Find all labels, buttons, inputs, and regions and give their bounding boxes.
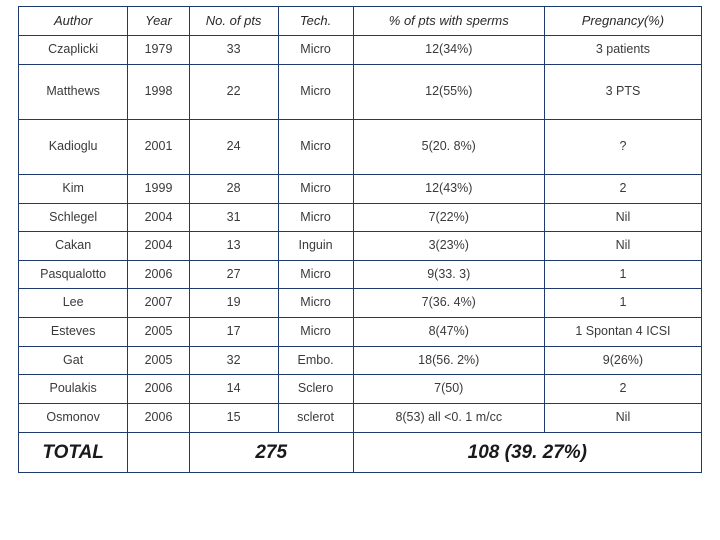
table-row: Gat200532Embo.18(56. 2%)9(26%)	[19, 346, 702, 375]
cell-preg: Nil	[544, 232, 701, 261]
cell-preg: 2	[544, 174, 701, 203]
col-year: Year	[128, 7, 189, 36]
cell-tech: Micro	[278, 260, 353, 289]
cell-tech: Inguin	[278, 232, 353, 261]
total-row: TOTAL 275108 (39. 27%)	[19, 432, 702, 473]
cell-no: 15	[189, 403, 278, 432]
cell-author: Osmonov	[19, 403, 128, 432]
cell-sperm: 12(43%)	[353, 174, 544, 203]
cell-tech: Embo.	[278, 346, 353, 375]
cell-author: Kadioglu	[19, 119, 128, 174]
cell-tech: Micro	[278, 174, 353, 203]
table-row: Kadioglu200124Micro5(20. 8%)?	[19, 119, 702, 174]
col-no: No. of pts	[189, 7, 278, 36]
cell-author: Esteves	[19, 318, 128, 347]
cell-no: 33	[189, 36, 278, 65]
cell-no: 13	[189, 232, 278, 261]
cell-author: Pasqualotto	[19, 260, 128, 289]
col-author: Author	[19, 7, 128, 36]
cell-year: 2004	[128, 232, 189, 261]
cell-sperm: 7(22%)	[353, 203, 544, 232]
cell-year: 2001	[128, 119, 189, 174]
table-row: Pasqualotto200627Micro9(33. 3)1	[19, 260, 702, 289]
cell-year: 1999	[128, 174, 189, 203]
col-sperm: % of pts with sperms	[353, 7, 544, 36]
table-row: Czaplicki197933Micro12(34%)3 patients	[19, 36, 702, 65]
cell-sperm: 3(23%)	[353, 232, 544, 261]
cell-preg: ?	[544, 119, 701, 174]
cell-sperm: 12(34%)	[353, 36, 544, 65]
cell-tech: Micro	[278, 289, 353, 318]
cell-author: Lee	[19, 289, 128, 318]
cell-author: Poulakis	[19, 375, 128, 404]
table-row: Poulakis200614Sclero7(50)2	[19, 375, 702, 404]
cell-no: 14	[189, 375, 278, 404]
cell-tech: Micro	[278, 318, 353, 347]
cell-sperm: 8(53) all <0. 1 m/cc	[353, 403, 544, 432]
table-row: Osmonov200615sclerot8(53) all <0. 1 m/cc…	[19, 403, 702, 432]
col-preg: Pregnancy(%)	[544, 7, 701, 36]
cell-author: Gat	[19, 346, 128, 375]
cell-preg: 2	[544, 375, 701, 404]
cell-year: 2007	[128, 289, 189, 318]
cell-tech: Micro	[278, 36, 353, 65]
table-row: Schlegel200431Micro7(22%)Nil	[19, 203, 702, 232]
cell-tech: sclerot	[278, 403, 353, 432]
cell-preg: 1	[544, 289, 701, 318]
cell-preg: Nil	[544, 403, 701, 432]
cell-no: 32	[189, 346, 278, 375]
table-body: Czaplicki197933Micro12(34%)3 patientsMat…	[19, 36, 702, 473]
col-tech: Tech.	[278, 7, 353, 36]
cell-sperm: 8(47%)	[353, 318, 544, 347]
cell-sperm: 7(36. 4%)	[353, 289, 544, 318]
cell-tech: Micro	[278, 64, 353, 119]
cell-year: 1998	[128, 64, 189, 119]
cell-year: 2006	[128, 260, 189, 289]
cell-sperm: 18(56. 2%)	[353, 346, 544, 375]
cell-year: 2006	[128, 403, 189, 432]
cell-tech: Micro	[278, 119, 353, 174]
cell-author: Cakan	[19, 232, 128, 261]
total-label: TOTAL	[19, 432, 128, 473]
table-row: Kim199928Micro12(43%)2	[19, 174, 702, 203]
total-empty	[128, 432, 189, 473]
table-row: Matthews199822Micro12(55%)3 PTS	[19, 64, 702, 119]
cell-sperm: 9(33. 3)	[353, 260, 544, 289]
cell-no: 31	[189, 203, 278, 232]
cell-no: 22	[189, 64, 278, 119]
cell-tech: Sclero	[278, 375, 353, 404]
cell-year: 2004	[128, 203, 189, 232]
cell-tech: Micro	[278, 203, 353, 232]
cell-preg: Nil	[544, 203, 701, 232]
cell-preg: 3 patients	[544, 36, 701, 65]
table-row: Cakan200413Inguin3(23%)Nil	[19, 232, 702, 261]
cell-preg: 1 Spontan 4 ICSI	[544, 318, 701, 347]
cell-author: Czaplicki	[19, 36, 128, 65]
cell-sperm: 12(55%)	[353, 64, 544, 119]
cell-year: 1979	[128, 36, 189, 65]
table-container: Author Year No. of pts Tech. % of pts wi…	[0, 0, 720, 485]
header-row: Author Year No. of pts Tech. % of pts wi…	[19, 7, 702, 36]
cell-no: 17	[189, 318, 278, 347]
cell-preg: 3 PTS	[544, 64, 701, 119]
cell-no: 24	[189, 119, 278, 174]
total-no: 275	[189, 432, 353, 473]
cell-year: 2005	[128, 318, 189, 347]
data-table: Author Year No. of pts Tech. % of pts wi…	[18, 6, 702, 473]
cell-sperm: 7(50)	[353, 375, 544, 404]
cell-year: 2005	[128, 346, 189, 375]
cell-author: Kim	[19, 174, 128, 203]
cell-no: 28	[189, 174, 278, 203]
cell-no: 27	[189, 260, 278, 289]
cell-preg: 1	[544, 260, 701, 289]
table-row: Lee200719Micro7(36. 4%)1	[19, 289, 702, 318]
cell-sperm: 5(20. 8%)	[353, 119, 544, 174]
cell-author: Matthews	[19, 64, 128, 119]
cell-author: Schlegel	[19, 203, 128, 232]
table-row: Esteves200517Micro8(47%)1 Spontan 4 ICSI	[19, 318, 702, 347]
cell-no: 19	[189, 289, 278, 318]
cell-preg: 9(26%)	[544, 346, 701, 375]
total-result: 108 (39. 27%)	[353, 432, 701, 473]
cell-year: 2006	[128, 375, 189, 404]
